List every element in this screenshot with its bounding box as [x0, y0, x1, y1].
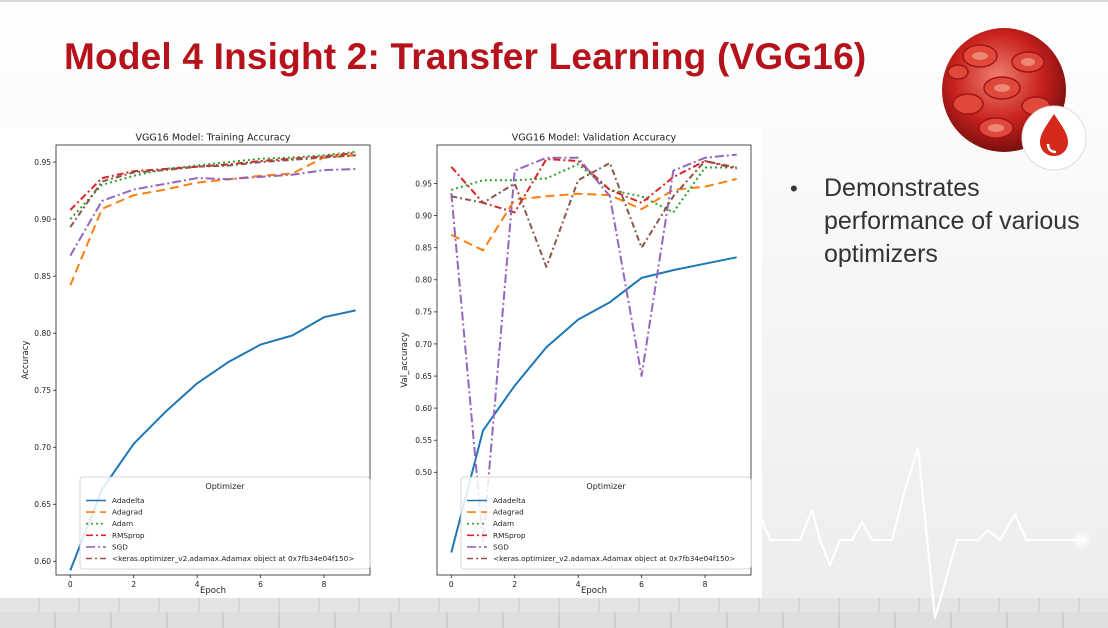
legend-entry: <keras.optimizer_v2.adamax.Adamax object… — [493, 554, 735, 563]
training-accuracy-chart: VGG16 Model: Training Accuracy 0.600.650… — [21, 133, 371, 596]
x-axis-label: Epoch — [581, 586, 607, 596]
y-tick-label: 0.70 — [415, 340, 432, 349]
y-tick-label: 0.85 — [34, 272, 51, 281]
y-tick-label: 0.65 — [415, 372, 432, 381]
floor-tiles-front — [0, 612, 1108, 628]
legend-box — [79, 476, 371, 570]
y-tick-label: 0.80 — [415, 276, 432, 285]
bullet-dot: • — [790, 176, 798, 201]
legend-entry: RMSprop — [112, 531, 145, 540]
legend-entry: Adadelta — [112, 496, 144, 505]
y-tick-label: 0.95 — [415, 179, 432, 188]
series-line-6 — [69, 154, 356, 228]
legend-entry: Adagrad — [493, 508, 524, 517]
y-tick-label: 0.50 — [415, 468, 432, 477]
series-line-3 — [69, 150, 356, 220]
series-line-2 — [69, 154, 356, 286]
series-line-3 — [451, 163, 737, 214]
y-ticks: 0.60 0.65 0.70 0.75 0.80 0.85 0.90 0.95 — [34, 158, 56, 566]
legend-entry: Adam — [493, 519, 514, 528]
y-tick-label: 0.85 — [415, 243, 432, 252]
legend-entry: Adagrad — [112, 508, 143, 517]
series-lines — [69, 150, 356, 571]
y-axis-label: Val_accuracy — [400, 332, 410, 387]
bullet-text: Demonstrates performance of various opti… — [824, 174, 1080, 268]
y-ticks: 0.50 0.55 0.60 0.65 0.70 0.75 0.80 0.85 0.90 0.95 — [415, 179, 437, 477]
legend-title: Optimizer — [586, 482, 626, 491]
legend-entry: RMSprop — [493, 531, 526, 540]
y-tick-label: 0.65 — [34, 500, 51, 509]
y-tick-label: 0.75 — [34, 386, 51, 395]
legend: Optimizer Adadelta Adagrad Adam RMSprop SGD <k… — [79, 476, 371, 570]
charts-canvas: VGG16 Model: Training Accuracy 0.600.650… — [21, 133, 752, 596]
y-tick-label: 0.90 — [34, 215, 51, 224]
plot-frame — [436, 144, 752, 576]
series-line-1 — [450, 256, 737, 553]
bullet-item: • Demonstrates performance of various op… — [790, 172, 1090, 271]
series-line-1 — [69, 309, 356, 571]
y-tick-label: 0.80 — [34, 329, 51, 338]
top-border — [0, 0, 1108, 2]
x-tick-label: 0 — [449, 580, 454, 589]
x-ticks: 0 2 4 6 8 — [68, 575, 327, 589]
y-axis-label: Accuracy — [21, 341, 31, 380]
series-line-4 — [450, 158, 737, 214]
x-axis-label: Epoch — [200, 586, 226, 596]
series-line-2 — [450, 178, 737, 252]
x-tick-label: 8 — [703, 580, 708, 589]
y-tick-label: 0.55 — [415, 436, 432, 445]
bullet-list: • Demonstrates performance of various op… — [790, 172, 1090, 271]
x-tick-label: 2 — [512, 580, 517, 589]
y-tick-label: 0.60 — [34, 557, 51, 566]
x-ticks: 0 2 4 6 8 — [449, 575, 708, 589]
x-tick-label: 6 — [258, 580, 263, 589]
x-tick-label: 4 — [195, 580, 200, 589]
legend: Optimizer Adadelta Adagrad Adam RMSprop SGD <k… — [460, 476, 752, 570]
ecg-line-icon — [760, 446, 1092, 620]
legend-entry: SGD — [112, 542, 128, 551]
chart-title: VGG16 Model: Validation Accuracy — [512, 133, 677, 144]
legend-box — [460, 476, 752, 570]
y-tick-label: 0.60 — [415, 404, 432, 413]
y-tick-label: 0.75 — [415, 308, 432, 317]
legend-entry: Adadelta — [493, 496, 525, 505]
legend-title: Optimizer — [205, 482, 245, 491]
slide-title: Model 4 Insight 2: Transfer Learning (VG… — [64, 36, 867, 77]
series-line-6 — [451, 160, 737, 268]
series-lines — [450, 153, 737, 553]
y-tick-label: 0.70 — [34, 443, 51, 452]
series-line-5 — [450, 153, 737, 544]
x-tick-label: 2 — [131, 580, 136, 589]
x-tick-label: 0 — [68, 580, 73, 589]
legend-entry: Adam — [112, 519, 133, 528]
x-tick-label: 8 — [322, 580, 327, 589]
y-tick-label: 0.90 — [415, 211, 432, 220]
chart-panel: VGG16 Model: Training Accuracy 0.60 0.65 0… — [0, 128, 762, 598]
x-tick-label: 6 — [639, 580, 644, 589]
plot-frame — [55, 144, 371, 576]
validation-accuracy-chart: VGG16 Model: Validation Accuracy 0.500.5… — [400, 133, 752, 596]
blood-drop-icon — [1021, 105, 1087, 171]
series-line-5 — [69, 168, 356, 257]
x-tick-label: 4 — [576, 580, 581, 589]
blood-cells-icon — [942, 28, 1087, 171]
legend-entry: <keras.optimizer_v2.adamax.Adamax object… — [112, 554, 354, 563]
legend-entry: SGD — [493, 542, 509, 551]
y-tick-label: 0.95 — [34, 158, 51, 167]
chart-title: VGG16 Model: Training Accuracy — [136, 133, 291, 144]
